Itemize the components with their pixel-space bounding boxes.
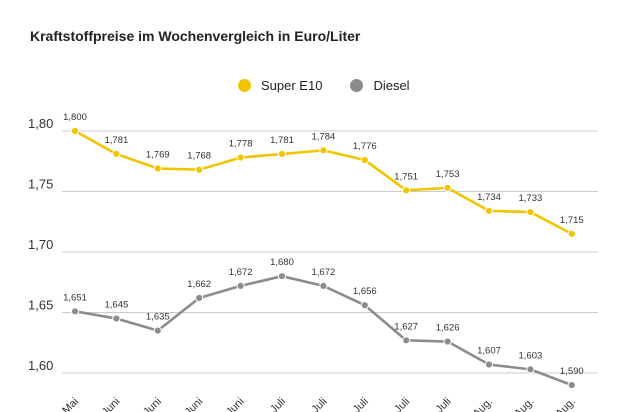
data-label: 1,645: [105, 300, 129, 311]
data-label: 1,680: [270, 257, 294, 268]
data-point: [319, 281, 328, 290]
data-point: [360, 155, 369, 165]
y-tick-label: 1,65: [28, 298, 53, 313]
x-tick-label: Juni: [100, 396, 123, 412]
data-label: 1,781: [270, 135, 294, 146]
y-tick-label: 1,80: [28, 116, 53, 131]
data-point: [153, 164, 162, 173]
data-label: 1,635: [146, 312, 170, 323]
x-tick-label: Mai: [60, 396, 81, 412]
data-point: [70, 126, 80, 136]
data-point: [277, 149, 287, 159]
data-point: [360, 301, 369, 310]
data-point: [195, 165, 204, 174]
x-tick-label: Juni: [224, 396, 247, 412]
data-label: 1,715: [560, 215, 584, 226]
data-label: 1,778: [229, 139, 253, 150]
data-label: 1,776: [353, 141, 377, 152]
data-point: [70, 307, 80, 316]
data-point: [195, 293, 204, 303]
data-point: [319, 146, 328, 155]
data-point: [443, 183, 452, 192]
data-label: 1,784: [312, 131, 336, 142]
legend-label-diesel: Diesel: [373, 77, 410, 93]
data-point: [567, 381, 576, 390]
data-label: 1,769: [146, 150, 170, 161]
data-point: [484, 206, 494, 215]
data-label: 1,627: [394, 321, 418, 332]
y-tick-label: 1,70: [28, 237, 53, 252]
data-point: [526, 365, 535, 374]
data-label: 1,768: [187, 151, 211, 162]
data-label: 1,751: [394, 171, 418, 182]
data-point: [526, 207, 535, 217]
data-point: [153, 326, 162, 335]
data-point: [236, 281, 245, 290]
data-point: [402, 336, 411, 345]
data-point: [443, 337, 452, 346]
chart-legend: Super E10 Diesel: [238, 75, 410, 95]
y-tick-label: 1,75: [28, 177, 53, 192]
data-label: 1,734: [477, 192, 501, 203]
legend-item-diesel: Diesel: [350, 77, 410, 93]
data-label: 1,626: [436, 323, 460, 334]
data-label: 1,800: [63, 112, 87, 123]
x-tick-label: Juli: [309, 396, 329, 412]
chart-title: Kraftstoffpreise im Wochenvergleich in E…: [30, 28, 361, 44]
legend-swatch-super-e10: [238, 78, 251, 92]
data-point: [112, 149, 121, 159]
data-label: 1,733: [519, 193, 543, 204]
data-label: 1,651: [63, 292, 87, 303]
legend-item-super-e10: Super E10: [238, 78, 322, 93]
data-point: [402, 186, 411, 195]
data-label: 1,662: [187, 279, 211, 290]
data-label: 1,590: [560, 366, 584, 377]
x-tick-label: Juli: [268, 396, 288, 412]
x-tick-label: Juni: [183, 396, 206, 412]
data-point: [236, 153, 245, 162]
series-line: [73, 274, 574, 387]
x-tick-label: Juli: [434, 396, 454, 412]
data-label: 1,781: [105, 135, 129, 146]
data-label: 1,672: [229, 267, 253, 278]
x-tick-label: Juni: [141, 396, 164, 412]
data-label: 1,753: [436, 169, 460, 180]
data-label: 1,656: [353, 286, 377, 297]
x-tick-label: Aug.: [471, 396, 495, 412]
x-tick-label: Juli: [392, 396, 412, 412]
data-point: [567, 229, 576, 238]
x-tick-label: Aug.: [512, 396, 536, 412]
data-point: [484, 360, 494, 369]
y-tick-label: 1,60: [28, 358, 53, 373]
data-label: 1,672: [312, 267, 336, 278]
data-label: 1,603: [519, 350, 543, 361]
data-point: [112, 314, 121, 323]
legend-swatch-diesel: [350, 78, 364, 92]
x-tick-label: Aug.: [553, 396, 577, 412]
legend-label-super-e10: Super E10: [261, 77, 323, 93]
data-label: 1,607: [477, 346, 501, 357]
x-tick-label: Juli: [351, 396, 371, 412]
data-point: [277, 272, 287, 281]
